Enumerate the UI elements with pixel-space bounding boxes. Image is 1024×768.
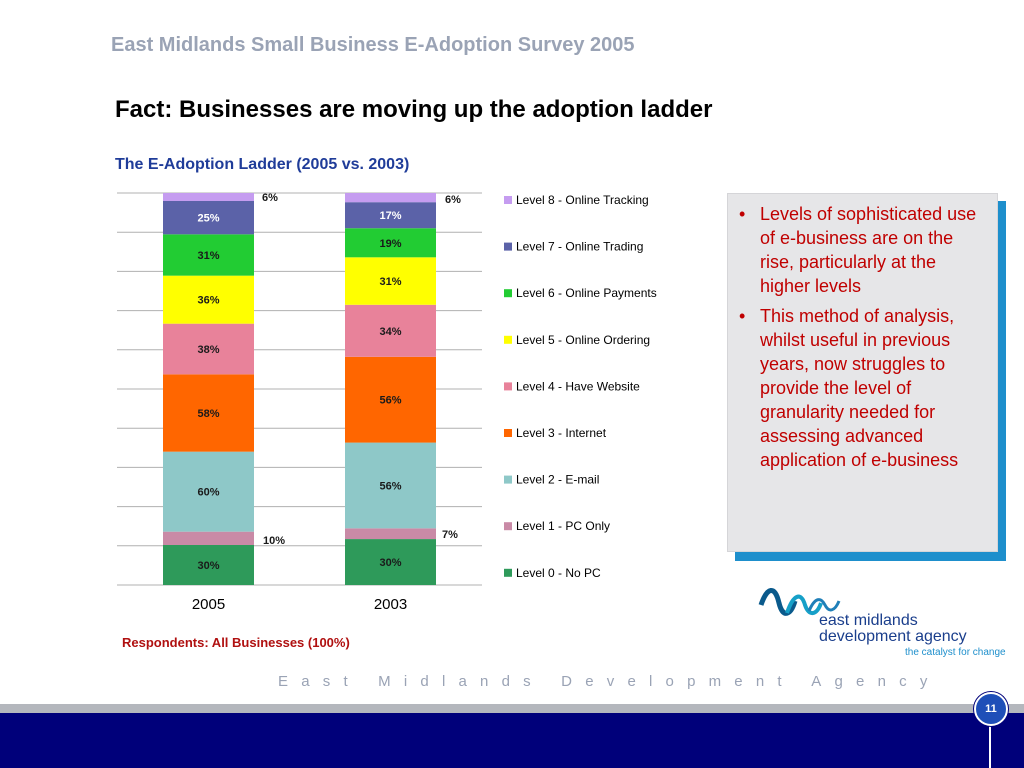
data-label: 19% — [379, 238, 401, 250]
respondents-note: Respondents: All Businesses (100%) — [122, 635, 350, 650]
bar-segment — [345, 257, 436, 305]
bar-segment — [163, 451, 254, 532]
legend-label: Level 2 - E-mail — [516, 473, 599, 487]
header-title: East Midlands Small Business E-Adoption … — [111, 34, 635, 56]
data-label: 38% — [197, 344, 219, 356]
footer-bar — [0, 713, 1024, 768]
bar-segment — [345, 193, 436, 203]
legend-swatch — [504, 289, 512, 298]
bullet-icon: • — [739, 204, 746, 224]
data-label: 56% — [379, 480, 401, 492]
bar-segment — [163, 323, 254, 375]
data-label: 34% — [379, 326, 401, 338]
bar-segment — [345, 356, 436, 443]
commentary-bullet: • This method of analysis, whilst useful … — [736, 304, 987, 472]
footer-divider — [0, 704, 1024, 713]
data-label: 36% — [197, 295, 219, 307]
wave-logo-icon — [758, 588, 841, 616]
bar-segment — [163, 374, 254, 452]
data-label: 25% — [197, 213, 219, 225]
bar-segment — [163, 193, 254, 201]
legend-swatch — [504, 382, 512, 391]
data-label: 30% — [197, 560, 219, 572]
data-label: 6% — [445, 194, 461, 206]
legend-label: Level 5 - Online Ordering — [516, 333, 650, 347]
data-label: 10% — [263, 535, 285, 547]
legend-swatch — [504, 522, 512, 531]
legend-label: Level 3 - Internet — [516, 426, 607, 440]
legend-swatch — [504, 475, 512, 484]
emda-logo: east midlands development agency the cat… — [758, 588, 1006, 658]
logo-line2: development agency — [819, 628, 967, 645]
bar-segment — [163, 201, 254, 235]
data-label: 7% — [442, 529, 458, 541]
bar-segment — [345, 202, 436, 229]
data-label: 30% — [379, 557, 401, 569]
page-number-connector — [989, 722, 991, 768]
data-label: 31% — [379, 276, 401, 288]
legend-label: Level 1 - PC Only — [516, 519, 610, 533]
slide-heading: Fact: Businesses are moving up the adopt… — [115, 96, 713, 123]
bar-segment — [345, 304, 436, 357]
bar-segment — [163, 275, 254, 324]
commentary-text: This method of analysis, whilst useful i… — [760, 306, 959, 470]
commentary-bullet: • Levels of sophisticated use of e-busine… — [736, 202, 987, 298]
bar-segment — [345, 442, 436, 529]
data-label: 58% — [197, 408, 219, 420]
legend-swatch — [504, 429, 512, 437]
legend-swatch — [504, 335, 512, 344]
data-label: 6% — [262, 192, 278, 204]
bar-segment — [163, 234, 254, 276]
chart-title: The E-Adoption Ladder (2005 vs. 2003) — [115, 156, 410, 173]
legend-swatch — [504, 242, 512, 251]
bullet-icon: • — [739, 306, 746, 326]
commentary-textbox: • Levels of sophisticated use of e-busine… — [727, 193, 998, 552]
logo-tagline: the catalyst for change — [905, 647, 1006, 658]
commentary-text: Levels of sophisticated use of e-busines… — [760, 204, 977, 296]
legend-swatch — [504, 196, 512, 204]
bar-segment — [163, 545, 254, 585]
bar-segment — [345, 228, 436, 258]
legend-label: Level 0 - No PC — [516, 566, 601, 580]
legend-label: Level 6 - Online Payments — [516, 286, 657, 300]
category-label: 2003 — [374, 596, 407, 613]
page-number-badge: 11 — [974, 692, 1008, 726]
data-label: 31% — [197, 250, 219, 262]
category-label: 2005 — [192, 596, 225, 613]
legend-label: Level 4 - Have Website — [516, 379, 640, 393]
bar-segment — [345, 528, 436, 540]
logo-line1: east midlands — [819, 612, 918, 629]
data-label: 56% — [379, 395, 401, 407]
legend-label: Level 8 - Online Tracking — [516, 193, 649, 207]
data-label: 60% — [197, 487, 219, 499]
bar-segment — [163, 531, 254, 545]
legend-swatch — [504, 568, 512, 577]
data-label: 17% — [379, 210, 401, 222]
bar-segment — [345, 539, 436, 585]
footer-text: East Midlands Development Agency — [278, 673, 941, 690]
legend-label: Level 7 - Online Trading — [516, 240, 643, 254]
